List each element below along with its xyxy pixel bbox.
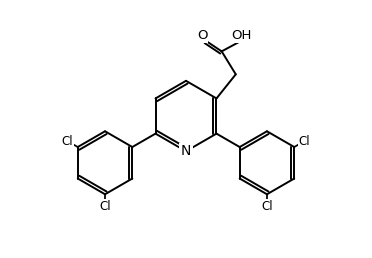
Text: Cl: Cl	[99, 200, 111, 213]
Text: OH: OH	[231, 29, 252, 42]
Text: N: N	[181, 144, 191, 158]
Text: Cl: Cl	[299, 135, 310, 148]
Text: Cl: Cl	[261, 200, 273, 213]
Text: O: O	[197, 29, 208, 42]
Text: Cl: Cl	[62, 135, 73, 148]
